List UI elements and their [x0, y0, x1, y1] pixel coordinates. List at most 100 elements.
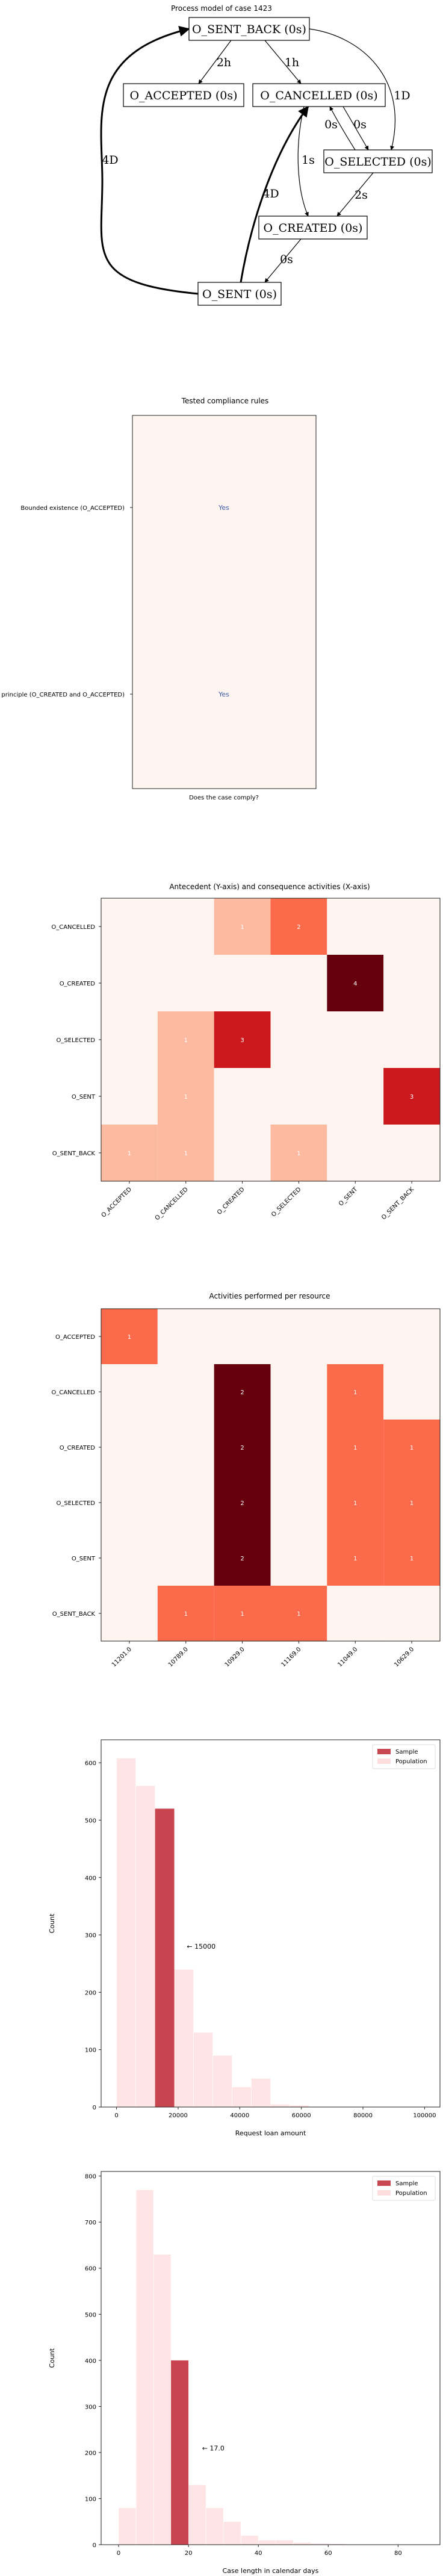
heatmap-cell: [157, 1309, 214, 1364]
node-sent: O_SENT (0s): [197, 282, 282, 306]
heatmap-cell-value: 1: [410, 1556, 414, 1562]
population-bar: [205, 2507, 224, 2545]
legend: Sample Population: [372, 2176, 436, 2201]
heatmap-cell: [157, 955, 214, 1011]
heatmap-cell: 2: [270, 898, 327, 955]
heatmap-cell: 1: [101, 1309, 158, 1364]
population-bar: [223, 2521, 241, 2545]
x-tick-label: 60: [324, 2550, 332, 2557]
heatmap2-title: Activities performed per resource: [209, 1292, 330, 1300]
heatmap-y-tick-label: O_ACCEPTED: [55, 1334, 95, 1341]
population-bar: [118, 2507, 137, 2545]
heatmap-cell: 1: [157, 1586, 214, 1641]
heatmap-cell-value: 1: [297, 1611, 300, 1618]
heatmap-cell: 1: [270, 1125, 327, 1181]
edge-created-to-sent: 0s: [264, 238, 302, 283]
edge-sent-to-sent-back: 4D: [100, 26, 199, 295]
heatmap-cell: 3: [214, 1011, 271, 1068]
node-label: O_ACCEPTED (0s): [129, 89, 237, 102]
edge-sent-back-to-cancelled: 1h: [264, 40, 302, 84]
node-sent-back: O_SENT_BACK (0s): [188, 17, 310, 41]
legend-swatch-population: [377, 2190, 391, 2196]
node-label: O_CANCELLED (0s): [260, 89, 377, 102]
histogram-frame: [101, 1739, 441, 2108]
heatmap-cell-value: 1: [184, 1037, 188, 1044]
heatmap-cell: [157, 898, 214, 955]
compliance-plot-area: [132, 415, 317, 789]
heatmap-cell-value: 1: [184, 1150, 188, 1157]
population-bar: [135, 1785, 155, 2108]
compliance-rules-chart: Tested compliance rules Bounded existenc…: [0, 397, 317, 801]
heatmap-cell: [270, 1364, 327, 1420]
heatmap-cell-value: 1: [128, 1150, 131, 1157]
population-bar: [153, 2254, 172, 2545]
heatmap-cell-value: 1: [353, 1445, 357, 1451]
heatmap-cell: [157, 1420, 214, 1475]
heatmap-cell: [383, 1586, 440, 1641]
heatmap-x-tick-label: 10629.0: [393, 1646, 415, 1668]
sample-value-annotation: ← 15000: [187, 1943, 215, 1951]
heatmap-y-tick-label: O_SENT: [72, 1556, 96, 1562]
legend-swatch-sample: [377, 1749, 391, 1754]
heatmap-cell-value: 2: [240, 1445, 244, 1451]
heatmap-cell: [101, 1364, 158, 1420]
legend-swatch-sample: [377, 2180, 391, 2186]
edge-selected-to-cancelled: 0s: [324, 106, 356, 151]
heatmap-cell: [327, 1011, 384, 1068]
antecedent-consequence-heatmap: Antecedent (Y-axis) and consequence acti…: [51, 883, 441, 1221]
heatmap-cell: [101, 1068, 158, 1125]
x-tick-label: 80000: [353, 2112, 373, 2119]
heatmap-cell: [214, 1068, 271, 1125]
heatmap-cell-value: 1: [297, 1150, 300, 1157]
heatmap-cell: [270, 1475, 327, 1530]
heatmap-cell: [383, 898, 440, 955]
heatmap-cell: 1: [101, 1125, 158, 1181]
y-tick-label: 500: [85, 2312, 96, 2318]
x-tick-label: 20: [185, 2550, 193, 2557]
population-bar: [275, 2540, 294, 2545]
y-tick-label: 100: [85, 2047, 96, 2054]
node-accepted: O_ACCEPTED (0s): [123, 83, 244, 107]
y-axis-label: Count: [48, 1913, 56, 1933]
population-bar: [240, 2535, 259, 2545]
heatmap-cell-value: 2: [240, 1556, 244, 1562]
y-tick-label: 300: [85, 1932, 96, 1939]
activities-per-resource-heatmap: Activities performed per resource 12 12 1 1…: [51, 1292, 441, 1668]
heatmap-cell: 1: [157, 1125, 214, 1181]
heatmap-cell: 1: [327, 1475, 384, 1530]
heatmap-cell: [101, 1011, 158, 1068]
heatmap-cell: [157, 1475, 214, 1530]
heatmap-x-tick-label: 10929.0: [224, 1646, 246, 1668]
heatmap-y-tick-label: O_SELECTED: [56, 1500, 95, 1507]
heatmap-y-tick-label: O_CANCELLED: [51, 1389, 95, 1396]
y-tick-label: 0: [93, 2542, 96, 2549]
heatmap-x-tick-label: 11049.0: [336, 1646, 359, 1668]
legend-label: Population: [395, 2190, 427, 2197]
x-tick-label: 60000: [292, 2112, 311, 2119]
heatmap-cell: [327, 1309, 384, 1364]
heatmap-cell-value: 1: [410, 1500, 414, 1507]
population-bar: [258, 2540, 276, 2545]
heatmap-cell: [214, 955, 271, 1011]
x-tick-label: 40000: [230, 2112, 249, 2119]
compliance-rule-label: Four eye principle (O_CREATED and O_ACCE…: [0, 692, 125, 698]
edge-label: 0s: [353, 118, 367, 131]
heatmap-cell: 2: [214, 1364, 271, 1420]
edge-label: 0s: [324, 118, 338, 131]
heatmap-y-tick-label: O_SENT_BACK: [52, 1611, 96, 1618]
population-bar: [135, 2190, 154, 2545]
heatmap-cell: 1: [157, 1011, 214, 1068]
heatmap-cell: [101, 1530, 158, 1586]
heatmap-cell: [270, 1068, 327, 1125]
heatmap-cell: 1: [327, 1530, 384, 1586]
heatmap-cell: [383, 1364, 440, 1420]
heatmap-cell: 1: [383, 1530, 440, 1586]
heatmap-cell: 1: [157, 1068, 214, 1125]
y-tick-label: 800: [85, 2174, 96, 2180]
heatmap-cell: [214, 1125, 271, 1181]
heatmap-x-tick-label: O_SENT_BACK: [380, 1186, 415, 1221]
y-tick-label: 600: [85, 1760, 96, 1767]
y-tick-label: 400: [85, 1875, 96, 1882]
population-bar: [174, 1969, 194, 2108]
